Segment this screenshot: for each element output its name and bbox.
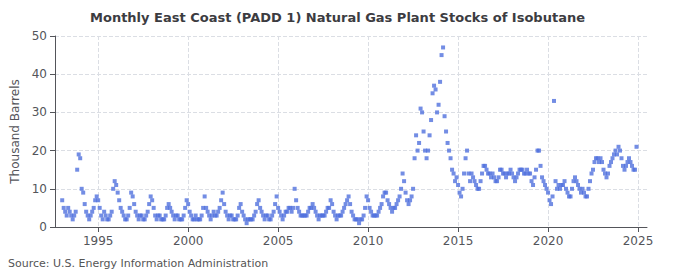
svg-text:Monthly East Coast (PADD 1) Na: Monthly East Coast (PADD 1) Natural Gas … xyxy=(90,10,585,25)
svg-text:2000: 2000 xyxy=(173,234,204,248)
svg-text:40: 40 xyxy=(32,67,47,81)
svg-text:2010: 2010 xyxy=(353,234,384,248)
svg-text:50: 50 xyxy=(32,29,47,43)
svg-text:2005: 2005 xyxy=(263,234,294,248)
svg-text:2020: 2020 xyxy=(533,234,564,248)
svg-text:2015: 2015 xyxy=(443,234,474,248)
svg-text:30: 30 xyxy=(32,105,47,119)
svg-text:0: 0 xyxy=(39,220,47,234)
svg-text:Source: U.S. Energy Informatio: Source: U.S. Energy Information Administ… xyxy=(8,257,268,270)
svg-text:10: 10 xyxy=(32,182,47,196)
svg-text:2025: 2025 xyxy=(623,234,654,248)
svg-text:Thousand Barrels: Thousand Barrels xyxy=(8,79,22,184)
svg-text:1995: 1995 xyxy=(83,234,114,248)
svg-text:20: 20 xyxy=(32,144,47,158)
